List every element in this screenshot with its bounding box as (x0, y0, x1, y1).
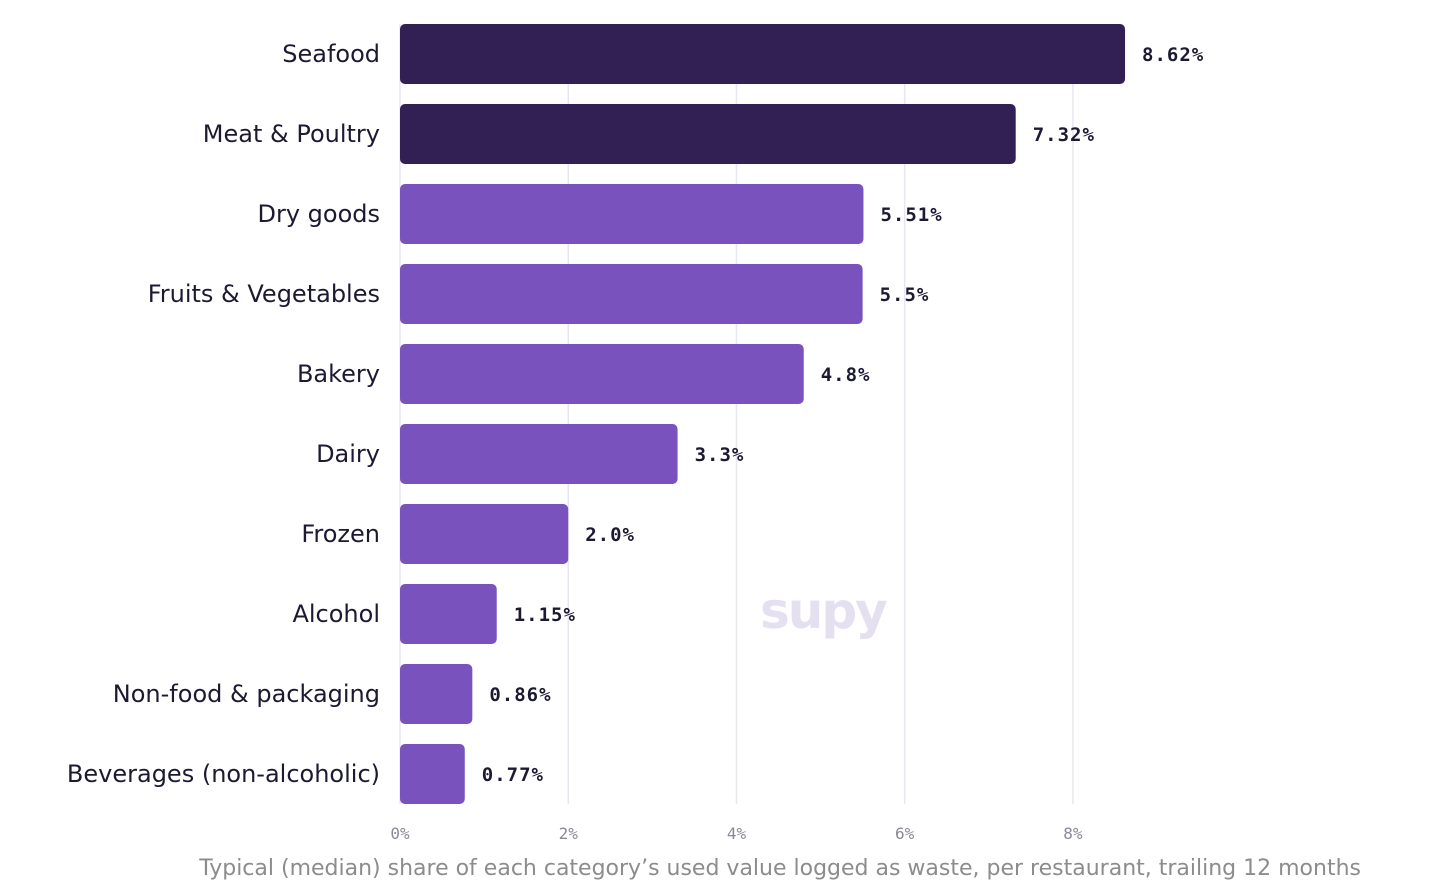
bar (400, 184, 864, 244)
bar (400, 24, 1126, 84)
x-tick-label: 4% (727, 824, 747, 843)
category-label: Meat & Poultry (203, 120, 380, 148)
bar (400, 664, 473, 724)
x-tick-label: 8% (1063, 824, 1083, 843)
value-label: 0.86% (489, 684, 551, 706)
category-label: Non-food & packaging (113, 680, 380, 708)
value-label: 8.62% (1142, 44, 1204, 66)
bar (400, 744, 465, 804)
bar (400, 104, 1016, 164)
value-label: 7.32% (1033, 124, 1095, 146)
category-label: Dry goods (257, 200, 380, 228)
bar (400, 264, 863, 324)
value-label: 2.0% (585, 524, 635, 546)
category-label: Bakery (297, 360, 380, 388)
value-label: 0.77% (482, 764, 544, 786)
x-axis-label: Typical (median) share of each category’… (198, 856, 1361, 881)
bar (400, 424, 678, 484)
value-label: 3.3% (695, 444, 745, 466)
bar (400, 504, 569, 564)
bars: Seafood 8.62% Meat & Poultry 7.32% Dry goods… (67, 24, 1204, 804)
value-label: 5.51% (880, 204, 942, 226)
category-label: Fruits & Vegetables (148, 280, 380, 308)
bar (400, 584, 497, 644)
value-label: 4.8% (821, 364, 871, 386)
bar (400, 344, 804, 404)
x-tick-label: 0% (390, 824, 410, 843)
watermark-logo: supy (760, 582, 887, 640)
category-label: Seafood (282, 40, 380, 68)
x-tick-label: 6% (895, 824, 915, 843)
x-axis-ticks: 0% 2% 4% 6% 8% (390, 824, 1083, 843)
value-label: 1.15% (514, 604, 576, 626)
category-label: Dairy (316, 440, 380, 468)
value-label: 5.5% (880, 284, 930, 306)
category-label: Frozen (301, 520, 380, 548)
category-label: Alcohol (292, 600, 380, 628)
category-label: Beverages (non-alcoholic) (67, 760, 380, 788)
x-tick-label: 2% (559, 824, 579, 843)
